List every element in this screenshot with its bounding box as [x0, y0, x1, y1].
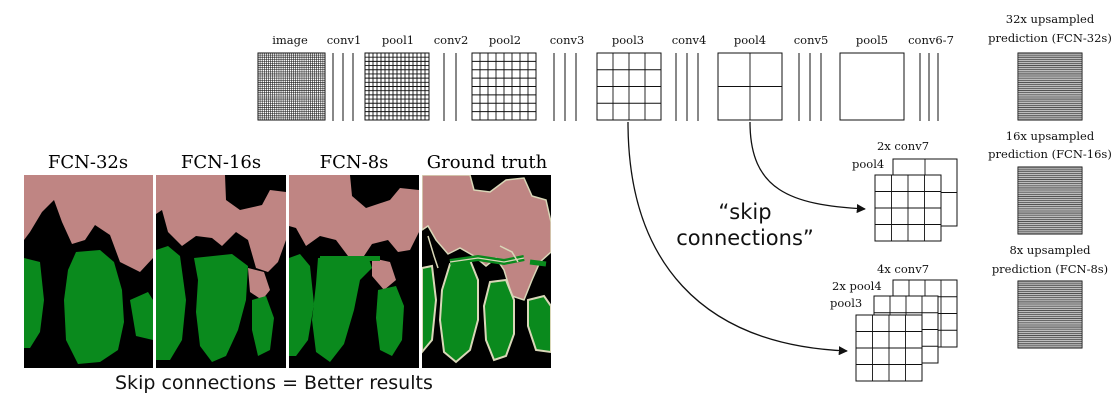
stage-label-conv5: conv5 — [794, 33, 829, 47]
fuse-16-sub: pool4 — [852, 157, 884, 171]
fuse-16-front-lines — [875, 175, 941, 241]
prediction-8s-line1: 8x upsampled — [1009, 243, 1091, 257]
image-grid — [257, 52, 326, 121]
segmentation-fcn8s — [289, 175, 419, 368]
pool2-grid-lines — [472, 53, 536, 120]
fuse-8-front-lines — [856, 315, 922, 381]
skip-arrows — [627, 121, 866, 356]
fuse-16-title: 2x conv7 — [877, 139, 929, 153]
fuse-8-sub2: pool3 — [830, 296, 862, 310]
result-title-fcn16s: FCN-16s — [181, 152, 261, 173]
stage-label-conv2: conv2 — [434, 33, 469, 47]
result-titles: FCN-32s FCN-16s FCN-8s Ground truth — [48, 152, 548, 173]
prediction-8s: 8x upsampled prediction (FCN-8s) — [992, 243, 1108, 349]
prediction-32s-line2: prediction (FCN-32s) — [988, 31, 1112, 45]
conv4-layers — [675, 53, 699, 121]
stage-label-conv6-7: conv6-7 — [908, 33, 954, 47]
prediction-32s: 32x upsampled prediction (FCN-32s) — [988, 12, 1112, 121]
result-title-fcn8s: FCN-8s — [320, 152, 389, 173]
image-grid-lines — [258, 53, 325, 120]
stage-label-pool2: pool2 — [489, 33, 521, 47]
pool4-grid — [717, 52, 783, 121]
conv3-layers — [553, 53, 577, 121]
result-title-ground-truth: Ground truth — [427, 152, 548, 173]
stage-label-conv4: conv4 — [672, 33, 707, 47]
prediction-8s-grid — [1017, 280, 1083, 349]
prediction-8s-grid-lines — [1018, 281, 1082, 348]
result-title-fcn32s: FCN-32s — [48, 152, 128, 173]
stage-label-image: image — [272, 33, 308, 47]
skip-label-line2: connections” — [676, 226, 814, 250]
pool4-grid-lines — [718, 53, 782, 120]
pool3-grid-lines — [597, 53, 661, 120]
stage-label-pool4: pool4 — [734, 33, 766, 47]
segmentation-fcn16s — [156, 175, 286, 368]
pool1-grid-lines — [365, 53, 429, 120]
segmentation-ground-truth — [422, 175, 551, 368]
stage-labels: image conv1 pool1 conv2 pool2 conv3 pool… — [272, 33, 954, 47]
fuse-16-stack: 2x conv7 pool4 — [852, 139, 958, 242]
prediction-8s-line2: prediction (FCN-8s) — [992, 262, 1108, 276]
pool5-box — [839, 52, 905, 121]
prediction-16s: 16x upsampled prediction (FCN-16s) — [988, 129, 1112, 235]
conv2-layers — [443, 53, 457, 121]
prediction-32s-line1: 32x upsampled — [1006, 12, 1095, 26]
segmentation-fcn32s — [24, 175, 153, 368]
conv6-7-layers — [919, 53, 939, 121]
skip-arrow-pool4 — [749, 121, 866, 214]
pool3-grid — [596, 52, 662, 121]
prediction-32s-grid-lines — [1018, 53, 1082, 120]
skip-label-line1: “skip — [718, 200, 771, 224]
conv1-layers — [332, 53, 354, 121]
fuse-8-sub1: 2x pool4 — [832, 279, 882, 293]
fuse-8-stack: 4x conv7 2x pool4 pool3 — [830, 262, 958, 382]
conv5-layers — [798, 53, 822, 121]
pool2-grid — [471, 52, 537, 121]
fuse-8-title: 4x conv7 — [877, 262, 929, 276]
stage-label-conv1: conv1 — [327, 33, 362, 47]
prediction-32s-grid — [1017, 52, 1083, 121]
pool1-grid — [364, 52, 430, 121]
prediction-16s-grid-lines — [1018, 167, 1082, 234]
stage-label-conv3: conv3 — [550, 33, 585, 47]
skip-arrow-pool3 — [627, 121, 848, 356]
prediction-16s-grid — [1017, 166, 1083, 235]
stage-label-pool3: pool3 — [612, 33, 644, 47]
stage-label-pool5: pool5 — [856, 33, 888, 47]
prediction-16s-line2: prediction (FCN-16s) — [988, 147, 1112, 161]
prediction-16s-line1: 16x upsampled — [1006, 129, 1095, 143]
results-caption: Skip connections = Better results — [115, 372, 433, 394]
stage-label-pool1: pool1 — [382, 33, 414, 47]
